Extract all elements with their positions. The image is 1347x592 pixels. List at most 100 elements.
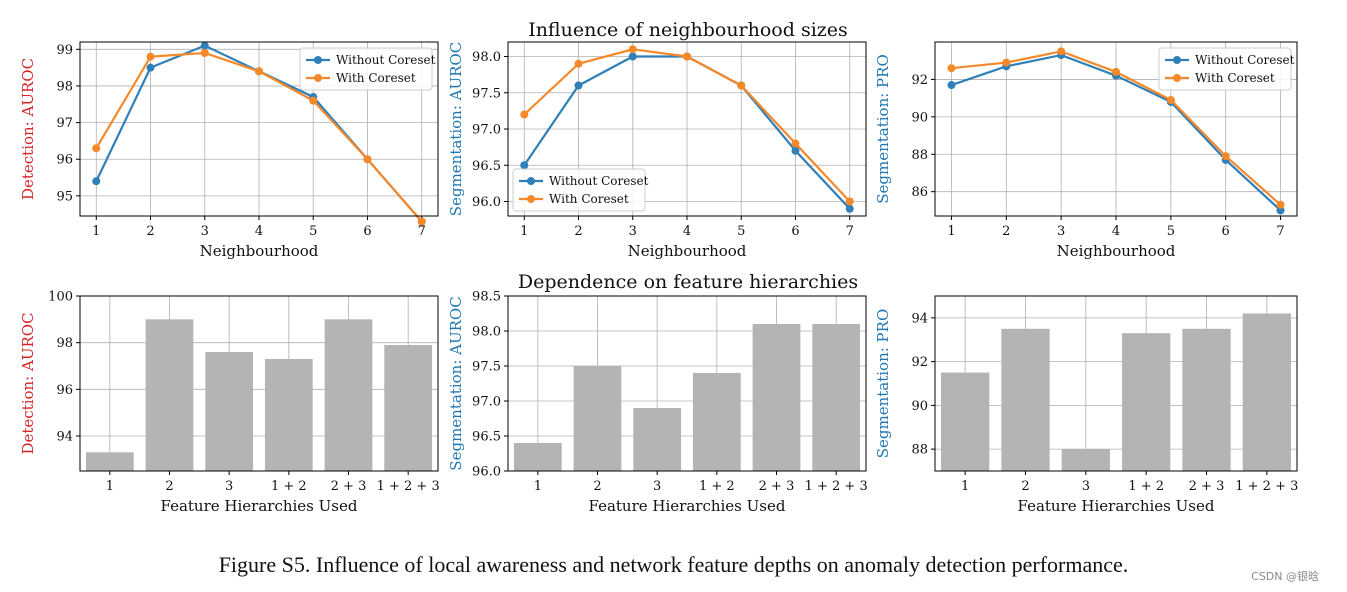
x-axis-label: Feature Hierarchies Used [1018,497,1215,515]
x-tick-label: 1 [961,479,969,494]
y-axis-label: Detection: AUROC [19,58,37,200]
data-point-with [574,59,583,68]
data-point-without [947,81,956,90]
data-point-without [791,146,800,155]
y-axis-label: Segmentation: PRO [874,309,892,459]
legend-marker-without [527,177,535,185]
bar-3 [633,408,682,471]
bar-1+2 [1122,333,1171,471]
bar-2+3 [1182,328,1231,471]
y-tick-label: 97.0 [472,395,501,410]
y-tick-label: 94 [911,311,928,326]
legend: Without Coreset With Coreset [1158,47,1295,91]
row-title-hierarchies: Dependence on feature hierarchies [518,271,858,293]
data-point-with [200,48,209,57]
axes-frame [934,41,1298,217]
legend-label-with: With Coreset [336,71,416,85]
bar-3 [205,352,254,471]
y-axis-label: Detection: AUROC [19,312,37,454]
figure-canvas: Influence of neighbourhood sizes Depende… [19,19,1298,516]
x-tick-label: 1 + 2 [699,479,735,494]
legend-marker-with [314,74,322,82]
x-tick-label: 7 [418,224,426,239]
y-tick-label: 96 [56,383,73,398]
y-tick-label: 88 [911,148,928,163]
y-tick-label: 86 [911,185,928,200]
data-point-without [92,177,101,186]
y-tick-label: 90 [911,399,928,414]
bar-1 [85,452,134,471]
row-title-neighbourhood: Influence of neighbourhood sizes [528,19,848,41]
x-tick-label: 2 [593,479,601,494]
x-tick-label: 3 [629,224,637,239]
data-point-without [146,63,155,72]
x-tick-label: 4 [683,224,691,239]
legend-marker-with [1173,74,1181,82]
y-tick-label: 99 [56,43,73,58]
bar-2 [573,366,622,471]
x-tick-label: 3 [225,479,233,494]
data-point-with [845,197,854,206]
y-tick-label: 96.0 [472,465,501,480]
x-axis-label: Neighbourhood [1057,242,1176,260]
data-point-with [683,52,691,61]
legend: Without Coreset With Coreset [299,47,436,91]
y-tick-label: 98 [56,79,73,94]
y-tick-label: 96 [56,153,73,168]
legend-label-without: Without Coreset [549,174,649,188]
data-point-with [1166,96,1175,104]
legend-box [1158,47,1292,91]
axes-frame [507,41,867,217]
legend-box [512,168,646,212]
data-point-with [947,64,956,73]
chart-panel-5: 96.0 96.5 97.0 97.5 98.0 98.5 1 2 3 1 + 2 2 + 3 1 +… [447,290,868,516]
x-tick-label: 2 [574,224,582,239]
watermark: CSDN @银晗 [1251,570,1319,583]
x-tick-label: 2 [146,224,154,239]
axes-frame [79,295,439,472]
x-tick-label: 5 [1167,224,1175,239]
data-point-with [1057,47,1066,56]
bar-2 [145,319,194,471]
legend-box [299,47,433,91]
data-point-with [791,139,800,148]
y-tick-label: 94 [56,430,73,445]
x-tick-label: 6 [363,224,371,239]
x-axis-label: Feature Hierarchies Used [161,497,358,515]
x-tick-label: 1 + 2 [1128,479,1164,494]
x-tick-label: 5 [737,224,745,239]
x-tick-label: 5 [309,224,317,239]
legend-label-without: Without Coreset [336,53,436,67]
x-tick-label: 1 [947,224,955,239]
data-point-with [92,144,101,153]
x-tick-label: 1 + 2 + 3 [377,479,440,494]
bar-2+3 [752,324,801,471]
bar-1 [941,372,990,471]
legend-marker-without [1173,56,1181,64]
y-tick-label: 98.5 [472,290,501,305]
bar-1+2+3 [384,345,433,471]
x-tick-label: 4 [1112,224,1120,239]
x-tick-label: 7 [1276,224,1284,239]
data-point-with [417,217,426,226]
data-point-with [520,110,529,119]
y-tick-label: 97.5 [472,86,501,101]
data-point-with [255,67,263,76]
bar-2+3 [324,319,373,471]
x-tick-label: 2 + 3 [759,479,795,494]
data-point-with [628,45,637,54]
data-point-with [309,96,318,105]
y-tick-label: 97.0 [472,123,501,138]
data-point-with [146,52,155,61]
y-tick-label: 92 [911,355,928,370]
y-axis-label: Segmentation: AUROC [447,296,465,470]
bar-2 [1001,328,1050,471]
x-tick-label: 1 + 2 [271,479,307,494]
x-tick-label: 1 [92,224,100,239]
y-tick-label: 96.5 [472,430,501,445]
y-axis-label: Segmentation: AUROC [447,42,465,216]
data-point-without [520,161,529,170]
data-point-without [574,81,583,90]
bar-1+2+3 [812,324,861,471]
x-tick-label: 1 [520,224,528,239]
